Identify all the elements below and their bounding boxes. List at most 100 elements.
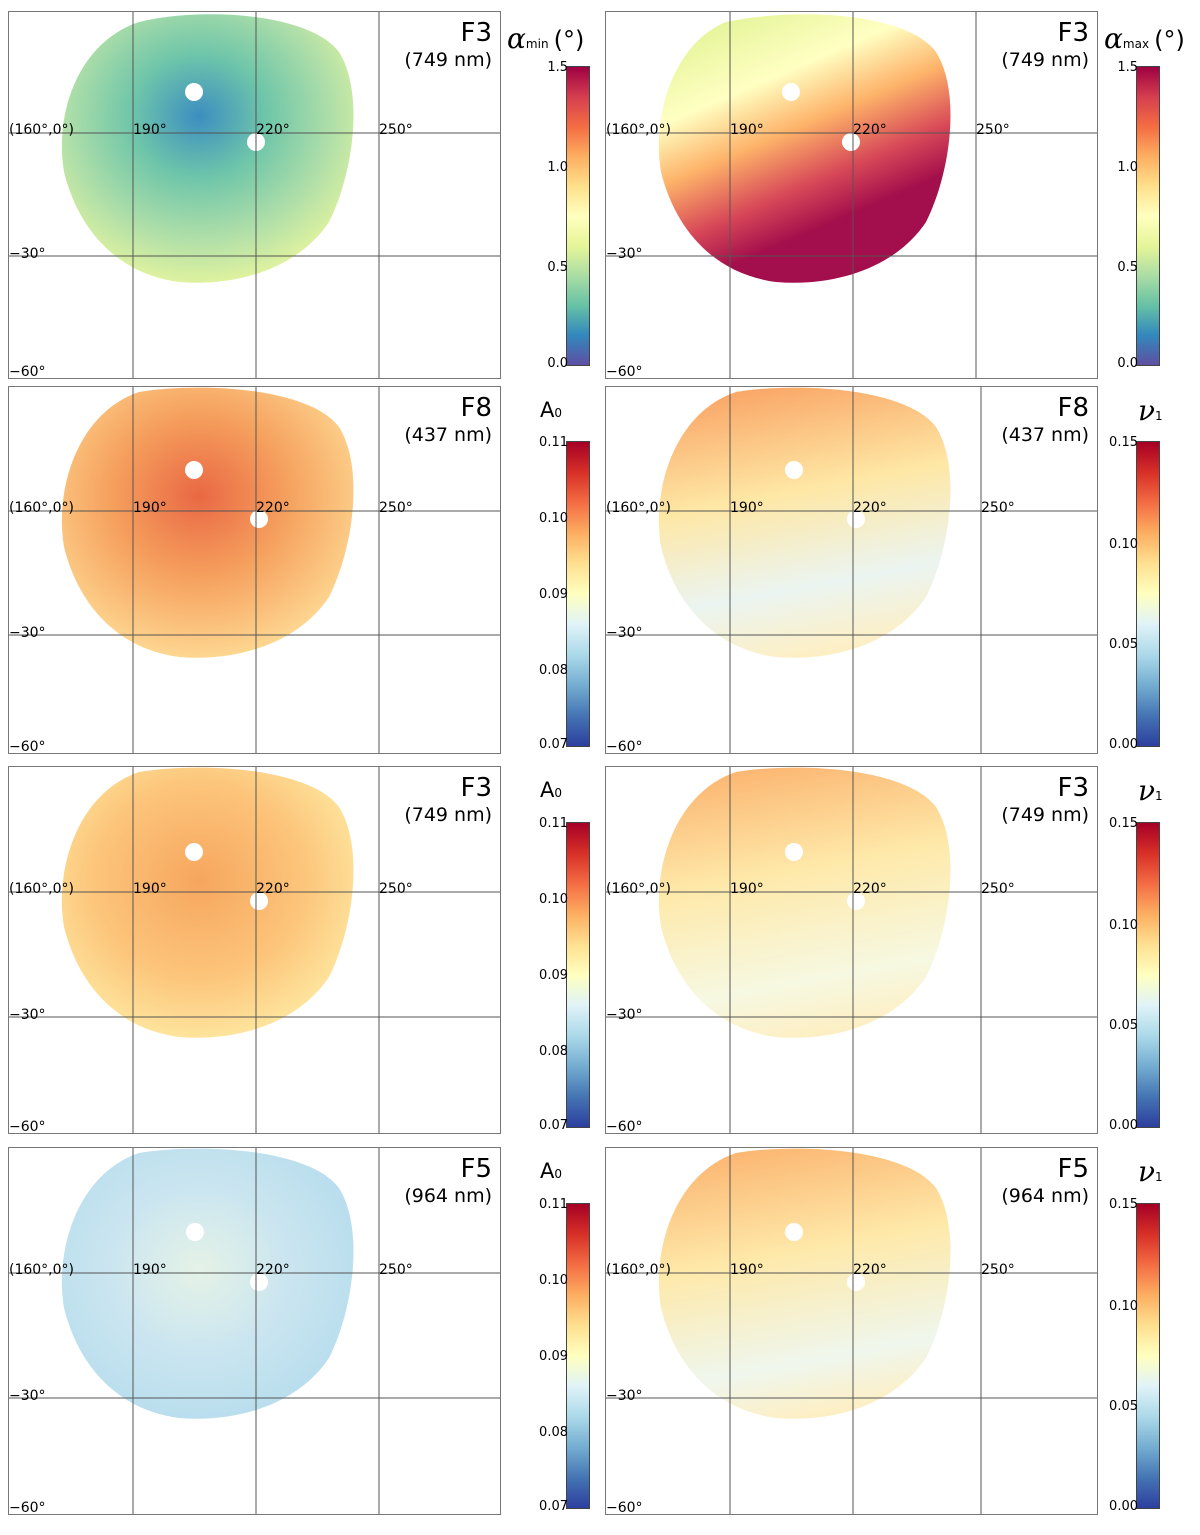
wavelength: (749 nm) [404, 49, 492, 71]
colorbar-tick: 0.07 [539, 1499, 568, 1514]
lon-label: 250° [379, 881, 413, 897]
colorbar-tick: 0.10 [1109, 1299, 1138, 1314]
lon-label: 220° [256, 1262, 290, 1278]
colorbar-nu: 0.15 0.10 0.05 0.00 [1102, 816, 1172, 1133]
colorbar-gradient [566, 66, 590, 366]
colorbar-tick: 0.09 [539, 1349, 568, 1364]
colorbar-tick: 0.10 [1109, 918, 1138, 933]
map-image [606, 767, 1097, 1133]
lat-label: −60° [9, 739, 46, 754]
colorbar-alpha-max: 1.5 1.0 0.5 0.0 [1102, 60, 1172, 371]
filter-code: F8 [460, 393, 493, 423]
filter-code: F3 [460, 18, 493, 48]
colorbar-albedo: 0.11 0.10 0.09 0.08 0.07 [532, 1197, 602, 1514]
colorbar-tick: 0.07 [539, 737, 568, 752]
lon-label: 190° [730, 881, 764, 897]
lat-label: −30° [606, 246, 643, 262]
colorbar-gradient [1136, 822, 1160, 1128]
lon-label: 250° [379, 122, 413, 138]
colorbar-tick: 1.5 [1117, 60, 1138, 75]
colorbar-tick: 0.15 [1109, 816, 1138, 831]
lon-label: 190° [133, 500, 167, 516]
lunar-region [61, 767, 354, 1038]
lon-label: 250° [379, 1262, 413, 1278]
colorbar-title-albedo: A0 [540, 1159, 563, 1183]
colorbar-gradient [566, 822, 590, 1128]
colorbar-gradient [566, 1203, 590, 1509]
lon-label: 190° [133, 122, 167, 138]
lon-label: 220° [256, 500, 290, 516]
filter-label: F5 (964 nm) [404, 1154, 492, 1208]
filter-label: F3 (749 nm) [1001, 18, 1089, 72]
colorbar-tick: 0.0 [1117, 356, 1138, 371]
map-image [9, 1148, 500, 1514]
colorbar-tick: 0.08 [539, 663, 568, 678]
colorbar-title-nu: ν1 [1138, 774, 1163, 807]
colorbar-tick: 0.11 [539, 1197, 568, 1212]
lon-label: 190° [730, 122, 764, 138]
lon-label: 190° [133, 881, 167, 897]
lon-label: 220° [853, 1262, 887, 1278]
lat-label: −60° [9, 1119, 46, 1134]
colorbar-albedo: 0.11 0.10 0.09 0.08 0.07 [532, 435, 602, 752]
map-panel-f5-albedo: (160°,0°) 190° 220° 250° −30° −60° F5 (9… [8, 1147, 501, 1515]
lon-label: 250° [976, 122, 1010, 138]
lat-label: −30° [606, 625, 643, 641]
lunar-region [658, 387, 951, 658]
origin-label: (160°,0°) [606, 881, 672, 897]
lon-label: 220° [256, 881, 290, 897]
lat-label: −60° [606, 739, 643, 754]
colorbar-tick: 0.05 [1109, 1018, 1138, 1033]
wavelength: (749 nm) [1001, 804, 1089, 826]
map-panel-f3-albedo: (160°,0°) 190° 220° 250° −30° −60° F3 (7… [8, 766, 501, 1134]
lon-label: 250° [379, 500, 413, 516]
lat-label: −30° [9, 246, 46, 262]
wavelength: (964 nm) [404, 1185, 492, 1207]
colorbar-tick: 0.15 [1109, 1197, 1138, 1212]
wavelength: (749 nm) [1001, 49, 1089, 71]
filter-label: F8 (437 nm) [404, 393, 492, 447]
map-image [9, 767, 500, 1133]
filter-label: F3 (749 nm) [1001, 773, 1089, 827]
colorbar-gradient [1136, 1203, 1160, 1509]
lat-label: −60° [9, 364, 46, 379]
filter-code: F3 [1057, 18, 1090, 48]
colorbar-title-nu: ν1 [1138, 1155, 1163, 1188]
origin-label: (160°,0°) [606, 500, 672, 516]
map-panel-f3-alpha-min: (160°,0°) 190° 220° 250° −30° −60° F3 (7… [8, 11, 501, 379]
colorbar-tick: 1.0 [547, 160, 568, 175]
map-panel-f5-nu: (160°,0°) 190° 220° 250° −30° −60° F5 (9… [605, 1147, 1098, 1515]
lat-label: −30° [9, 1388, 46, 1404]
filter-code: F5 [460, 1154, 493, 1184]
colorbar-title-nu: ν1 [1138, 394, 1163, 427]
wavelength: (964 nm) [1001, 1185, 1089, 1207]
filter-code: F3 [460, 773, 493, 803]
lon-label: 250° [981, 500, 1015, 516]
lunar-region [61, 14, 354, 283]
colorbar-tick: 1.5 [547, 60, 568, 75]
filter-label: F8 (437 nm) [1001, 393, 1089, 447]
wavelength: (437 nm) [1001, 424, 1089, 446]
colorbar-tick: 0.10 [539, 511, 568, 526]
colorbar-tick: 0.5 [547, 260, 568, 275]
filter-code: F8 [1057, 393, 1090, 423]
colorbar-tick: 0.10 [1109, 537, 1138, 552]
origin-label: (160°,0°) [606, 122, 672, 138]
filter-code: F3 [1057, 773, 1090, 803]
colorbar-tick: 0.08 [539, 1425, 568, 1440]
lon-label: 250° [981, 881, 1015, 897]
lat-label: −60° [606, 1500, 643, 1515]
lon-label: 220° [853, 122, 887, 138]
lunar-region [658, 14, 951, 283]
colorbar-alpha-min: 1.5 1.0 0.5 0.0 [532, 60, 602, 371]
filter-label: F3 (749 nm) [404, 773, 492, 827]
colorbar-gradient [1136, 66, 1160, 366]
lon-label: 250° [981, 1262, 1015, 1278]
colorbar-tick: 0.11 [539, 816, 568, 831]
lunar-region [658, 767, 951, 1038]
colorbar-nu: 0.15 0.10 0.05 0.00 [1102, 1197, 1172, 1514]
map-panel-f8-nu: (160°,0°) 190° 220° 250° −30° −60° F8 (4… [605, 386, 1098, 754]
lon-label: 220° [853, 500, 887, 516]
lat-label: −60° [9, 1500, 46, 1515]
map-image [9, 12, 500, 378]
